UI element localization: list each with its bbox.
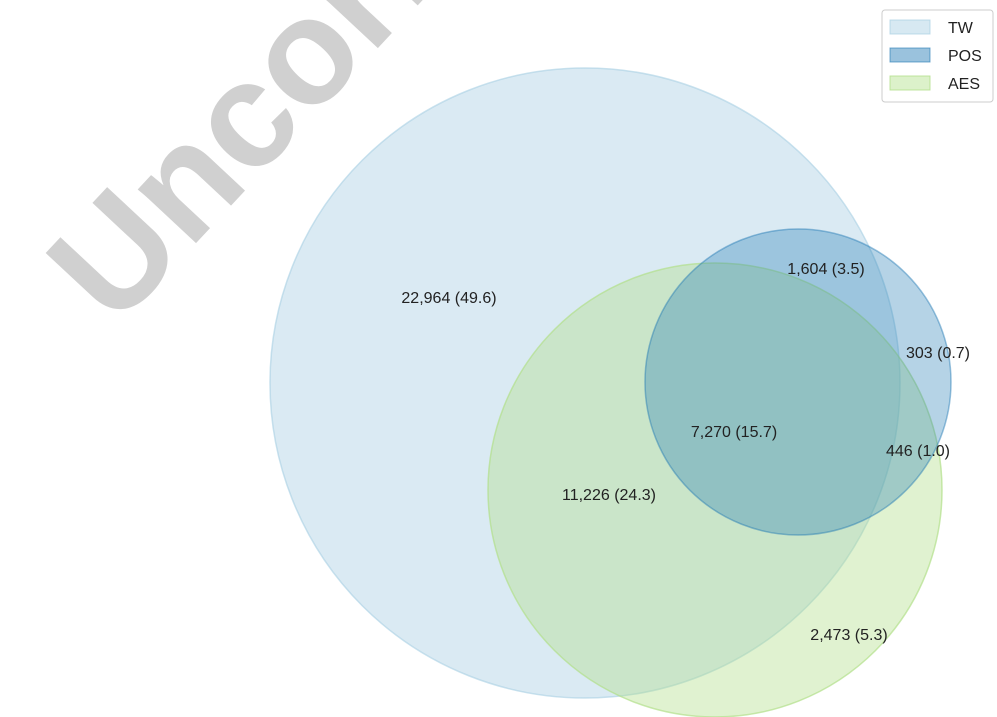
legend-swatch-aes [889,75,931,91]
region-label-tw-pos: 1,604 (3.5) [787,261,864,278]
region-label-aes-only: 2,473 (5.3) [810,627,887,644]
legend-label-pos: POS [948,48,982,65]
region-label-pos-aes: 446 (1.0) [886,443,950,460]
legend-frame [881,9,994,103]
legend-swatch-pos [889,47,931,63]
region-label-tw-aes: 11,226 (24.3) [562,487,656,504]
legend-item-tw: TW [889,19,974,37]
circle-pos [644,228,952,536]
legend-label-aes: AES [948,76,980,93]
circle-aes [487,262,943,717]
legend-item-aes: AES [889,75,980,93]
legend-label-tw: TW [948,20,974,37]
legend-item-pos: POS [889,47,982,65]
legend: TW POS AES [881,9,994,103]
region-label-tw-only: 22,964 (49.6) [401,290,496,307]
legend-swatch-tw [889,19,931,35]
region-label-pos-only: 303 (0.7) [906,345,970,362]
circle-tw [269,67,901,699]
region-label-all-three: 7,270 (15.7) [691,424,777,441]
